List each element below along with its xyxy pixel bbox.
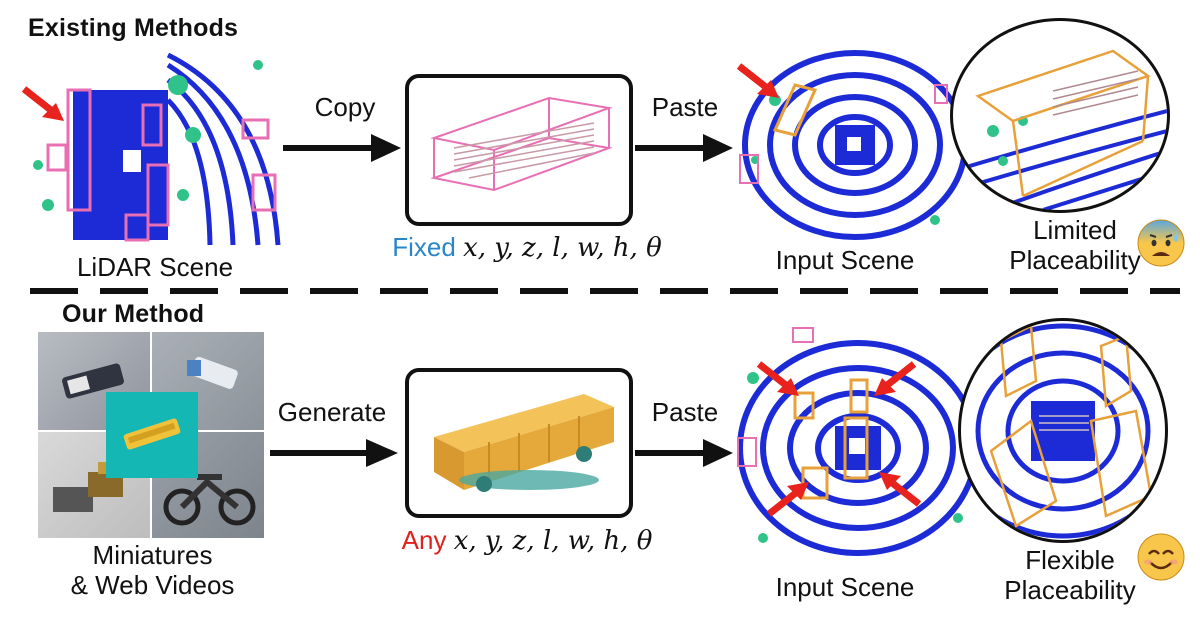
- generated-object-card: [405, 368, 633, 518]
- flexible-placeability-label: Flexible Placeability: [985, 545, 1155, 605]
- any-prefix: Any: [401, 525, 447, 555]
- flexible-line2: Placeability: [1004, 575, 1136, 605]
- flexible-line1: Flexible: [1025, 545, 1115, 575]
- generate-arrow: [270, 435, 400, 471]
- yellow-truck-photo: [106, 392, 198, 478]
- paste-label-bottom: Paste: [651, 397, 719, 427]
- zoom-circle-bottom: [958, 318, 1168, 543]
- paste-arrow-bottom: [635, 435, 735, 471]
- smiling-face-icon: [1136, 532, 1186, 582]
- copied-object-card: [405, 74, 633, 226]
- any-params: x, y, z, l, w, h, θ: [453, 526, 653, 556]
- miniature-truck-photo-2: [152, 332, 264, 430]
- miniatures-web-videos-label: Miniatures & Web Videos: [20, 540, 285, 600]
- source-line1: Miniatures: [92, 540, 213, 570]
- input-scene-bottom-image: [733, 318, 978, 573]
- input-scene-label-bottom: Input Scene: [775, 572, 915, 602]
- fixed-prefix: Fixed: [392, 232, 456, 262]
- paste-label-top: Paste: [651, 92, 719, 122]
- red-pointer-arrow-icon: [755, 360, 803, 400]
- paste-arrow-top: [635, 130, 735, 166]
- section-divider: [30, 286, 1180, 296]
- red-pointer-arrow-icon: [870, 360, 918, 400]
- any-params-caption: Any x, y, z, l, w, h, θ: [392, 525, 662, 556]
- lidar-scene-image: [18, 45, 288, 250]
- fixed-params-caption: Fixed x, y, z, l, w, h, θ: [392, 232, 662, 263]
- lidar-scene-label: LiDAR Scene: [76, 252, 234, 282]
- our-method-title: Our Method: [62, 300, 205, 328]
- anxious-face-with-sweat-icon: [1136, 218, 1186, 268]
- red-pointer-arrow-icon: [20, 85, 68, 125]
- copy-arrow: [283, 130, 403, 166]
- input-scene-label-top: Input Scene: [775, 245, 915, 275]
- source-line2: & Web Videos: [70, 570, 235, 600]
- red-pointer-arrow-icon: [765, 478, 813, 518]
- fixed-params: x, y, z, l, w, h, θ: [463, 233, 662, 263]
- copy-label: Copy: [314, 92, 376, 122]
- limited-line1: Limited: [1033, 215, 1117, 245]
- generate-label: Generate: [277, 397, 387, 427]
- limited-line2: Placeability: [1009, 245, 1141, 275]
- existing-methods-title: Existing Methods: [28, 14, 239, 42]
- red-pointer-arrow-icon: [875, 468, 923, 508]
- red-pointer-arrow-icon: [735, 62, 783, 102]
- source-photo-collage: [38, 332, 264, 538]
- limited-placeability-label: Limited Placeability: [990, 215, 1160, 275]
- zoom-circle-top: [950, 18, 1170, 213]
